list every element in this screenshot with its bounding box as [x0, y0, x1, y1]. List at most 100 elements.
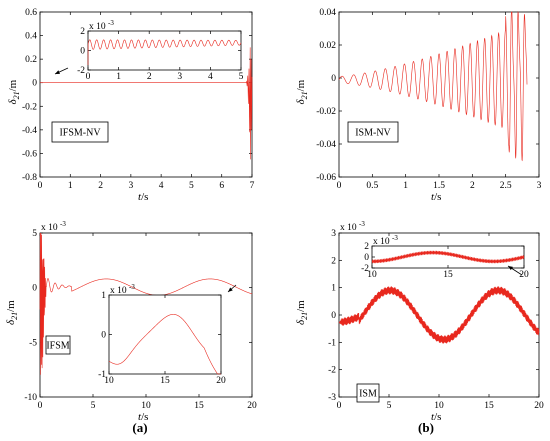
- ism-nv-x-tick-label: 2: [470, 181, 475, 191]
- ifsm-nv-y-tick-label: 0.4: [25, 32, 37, 42]
- ifsm-x-tick-label: 10: [141, 401, 151, 411]
- ism-inset-plot-frame: [371, 245, 525, 269]
- ifsm-nv-series-line: [40, 47, 253, 160]
- ifsm-nv-inset-y-tick-label: 0: [80, 47, 85, 57]
- ifsm-nv-y-tick-label: -0.4: [22, 126, 37, 136]
- ism-x-tick-label: 10: [434, 401, 444, 411]
- ifsm-nv-inset-x-tick-label: 5: [239, 72, 244, 82]
- ifsm-nv-y-tick-label: 0.6: [25, 8, 37, 18]
- ism-inset-x-tick-label: 10: [367, 270, 377, 280]
- ism-nv-y-tick-label: 0.04: [319, 8, 336, 18]
- ism-y-tick-label: -3: [328, 393, 336, 403]
- ifsm-nv-y-tick-label: -0.2: [22, 102, 37, 112]
- ism-nv-x-axis-label: t/s: [431, 191, 441, 203]
- ifsm-nv-x-tick-label: 6: [219, 181, 224, 191]
- ism-nv-x-tick-label: 0: [337, 181, 342, 191]
- ifsm-nv-inset-y-tick-label: 2: [80, 27, 85, 37]
- chart-ism-nv: 0 0.5 1 1.5 2 2.5 3 -0.06 -0.04 -0.02 0 0.02 0.04 δ21…: [295, 8, 542, 203]
- ism-nv-y-tick-label: -0.06: [316, 173, 336, 183]
- ifsm-nv-label-text: IFSM-NV: [59, 128, 101, 139]
- ifsm-nv-y-tick-label: 0: [32, 79, 37, 89]
- ism-series-line: [338, 286, 540, 344]
- ism-inset-y-tick-label: 2: [364, 242, 369, 252]
- ism-inset-arrow-head: [508, 266, 513, 271]
- ifsm-y-tick-label: -10: [24, 393, 37, 403]
- ism-nv-plot-frame: [338, 11, 540, 178]
- ism-exponent-label: x 10 -3: [340, 220, 365, 233]
- ism-inset-x-tick-label: 15: [443, 270, 453, 280]
- ifsm-y-axis-label: δ21/m: [5, 300, 19, 325]
- ism-nv-y-tick-label: 0.02: [319, 41, 336, 51]
- ifsm-x-tick-label: 15: [194, 401, 204, 411]
- ifsm-x-tick-label: 0: [38, 401, 43, 411]
- ifsm-nv-x-axis-label: t/s: [138, 191, 148, 203]
- ifsm-nv-inset-x-tick-label: 1: [116, 72, 121, 82]
- ism-inset-series-line: [371, 250, 525, 264]
- ism-nv-y-tick-label: -0.02: [316, 107, 336, 117]
- ism-nv-series-line: [338, 10, 528, 162]
- ifsm-nv-x-tick-label: 5: [189, 181, 194, 191]
- ifsm-inset-y-tick-label: 1: [101, 291, 106, 301]
- ifsm-nv-inset-series-line: [87, 39, 242, 66]
- ism-nv-label-text: ISM-NV: [355, 128, 391, 139]
- ifsm-label-box: [45, 335, 71, 355]
- ifsm-inset-arrow-head: [228, 287, 233, 292]
- ism-nv-x-tick-label: 3: [537, 181, 542, 191]
- ifsm-nv-y-tick-label: -0.8: [22, 173, 37, 183]
- ifsm-inset-series-line: [108, 314, 221, 375]
- ism-y-axis-label: δ21/m: [295, 300, 309, 325]
- ifsm-nv-inset-plot-frame: [87, 30, 242, 71]
- ism-inset-y-tick-label: -2: [361, 264, 369, 274]
- ifsm-exponent-label: x 10 -3: [41, 220, 66, 233]
- ism-nv-x-tick-label: 2.5: [500, 181, 512, 191]
- ifsm-nv-x-tick-label: 2: [98, 181, 103, 191]
- ism-inset-y-tick-label: 0: [364, 253, 369, 263]
- ifsm-y-tick-label: 5: [32, 229, 37, 239]
- ifsm-nv-inset-x-tick-label: 4: [208, 72, 213, 82]
- ifsm-nv-x-tick-label: 3: [128, 181, 133, 191]
- ism-inset-x-tick-label: 20: [519, 270, 529, 280]
- ifsm-inset-plot-frame: [108, 294, 222, 375]
- ifsm-nv-inset-x-tick-label: 3: [177, 72, 182, 82]
- ism-y-tick-label: 1: [331, 284, 336, 294]
- ism-nv-x-tick-label: 1: [403, 181, 408, 191]
- ifsm-nv-x-tick-label: 4: [159, 181, 164, 191]
- ifsm-y-tick-label: -5: [29, 338, 37, 348]
- ifsm-x-axis-label: t/s: [138, 411, 148, 423]
- ifsm-nv-x-tick-label: 7: [250, 181, 255, 191]
- ism-y-tick-label: 0: [331, 311, 336, 321]
- ifsm-inset-x-tick-label: 15: [160, 376, 170, 386]
- ism-y-tick-label: 3: [331, 229, 336, 239]
- ism-nv-y-tick-label: 0: [331, 74, 336, 84]
- chart-ifsm-nv: 0 1 2 3 4 5 6 7 -0.8 -0.6 -0.4 -0.2 0 0.2 0.4 0.6 δ21/m t…: [7, 8, 255, 203]
- ism-label-box: [356, 383, 380, 403]
- ism-nv-label-box: [347, 121, 399, 143]
- ifsm-inset-x-tick-label: 10: [104, 376, 114, 386]
- ism-y-tick-label: 2: [331, 256, 336, 266]
- ifsm-inset-exponent-label: x 10 -3: [110, 283, 135, 296]
- ifsm-inset-y-tick-label: 0: [101, 331, 106, 341]
- ifsm-nv-y-tick-label: 0.2: [25, 55, 37, 65]
- ifsm-series-line: [39, 232, 253, 375]
- ism-x-axis-label: t/s: [431, 411, 441, 423]
- ism-x-tick-label: 20: [534, 401, 544, 411]
- ifsm-x-tick-label: 5: [91, 401, 96, 411]
- ism-y-tick-label: -1: [328, 338, 336, 348]
- panel-label-a: (a): [132, 420, 147, 435]
- ism-nv-x-tick-label: 0.5: [366, 181, 378, 191]
- ifsm-nv-inset-exponent-label: x 10 -3: [89, 19, 114, 32]
- ifsm-nv-inset-x-tick-label: 2: [147, 72, 152, 82]
- ifsm-inset-y-tick-label: -1: [98, 370, 106, 380]
- ism-nv-y-tick-label: -0.04: [316, 140, 336, 150]
- ifsm-nv-x-tick-label: 1: [68, 181, 73, 191]
- ifsm-inset-x-tick-label: 20: [216, 376, 226, 386]
- ism-inset-exponent-label: x 10 -3: [373, 234, 398, 247]
- ism-nv-x-tick-label: 1.5: [433, 181, 445, 191]
- ifsm-label-text: IFSM: [46, 341, 69, 352]
- ism-x-tick-label: 15: [484, 401, 494, 411]
- ism-y-tick-label: -2: [328, 366, 336, 376]
- ifsm-nv-y-axis-label: δ21/m: [7, 79, 21, 104]
